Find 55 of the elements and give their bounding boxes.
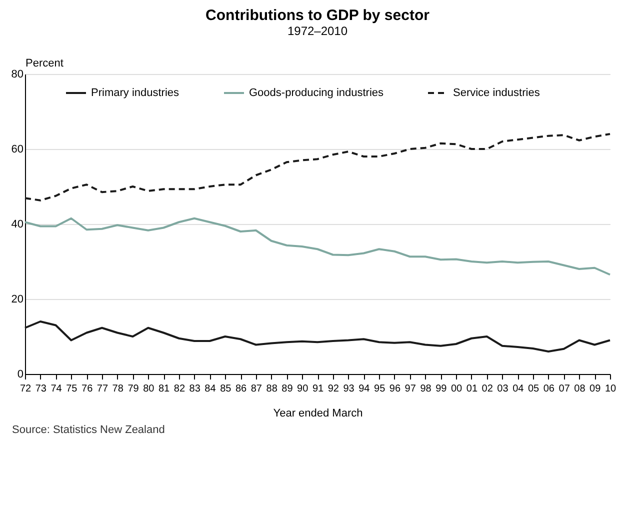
- legend-label: Service industries: [453, 87, 540, 99]
- x-tick-label: 95: [374, 384, 386, 394]
- x-tick-label: 86: [235, 384, 248, 394]
- x-tick-label: 88: [266, 384, 278, 394]
- x-tick-label: 80: [143, 384, 155, 394]
- x-tick-label: 84: [204, 384, 216, 394]
- x-tick-label: 78: [112, 384, 124, 394]
- x-tick-label: 03: [497, 384, 509, 394]
- x-tick-label: 97: [404, 384, 416, 394]
- x-tick-label: 09: [590, 384, 602, 394]
- x-tick-label: 85: [220, 384, 232, 394]
- x-tick-label: 99: [436, 384, 448, 394]
- x-tick-label: 04: [512, 384, 524, 394]
- x-tick-label: 93: [343, 384, 355, 394]
- x-tick-label: 76: [82, 384, 94, 394]
- x-tick-label: 77: [96, 384, 108, 394]
- x-tick-label: 73: [35, 384, 47, 394]
- line-series: [24, 133, 611, 202]
- x-tick-label: 94: [358, 384, 370, 394]
- y-tick-label: 20: [11, 294, 24, 306]
- chart-title: Contributions to GDP by sector: [206, 7, 430, 24]
- source-note: Source: Statistics New Zealand: [12, 424, 166, 436]
- line-series: [24, 320, 611, 352]
- x-tick-label: 92: [328, 384, 340, 394]
- x-axis-title: Year ended March: [273, 408, 363, 420]
- x-tick-label: 83: [189, 384, 201, 394]
- x-tick-label: 91: [312, 384, 324, 394]
- y-tick-label: 60: [11, 144, 24, 156]
- x-tick-label: 79: [128, 384, 140, 394]
- x-tick-label: 00: [450, 384, 463, 394]
- x-tick-label: 75: [66, 384, 78, 394]
- x-tick-label: 90: [297, 384, 309, 394]
- x-tick-label: 98: [420, 384, 432, 394]
- x-tick-label: 87: [250, 384, 262, 394]
- y-tick-label: 80: [11, 68, 24, 80]
- x-tick-label: 01: [466, 384, 478, 394]
- legend-label: Primary industries: [91, 87, 180, 99]
- y-tick-label: 40: [11, 218, 24, 230]
- line-series: [24, 217, 611, 276]
- x-tick-label: 74: [50, 384, 62, 394]
- x-tick-label: 96: [389, 384, 401, 394]
- x-tick-label: 81: [158, 384, 170, 394]
- x-tick-label: 08: [574, 384, 586, 394]
- y-tick-label: 0: [17, 368, 24, 380]
- x-tick-label: 10: [604, 384, 616, 394]
- x-tick-label: 82: [174, 384, 186, 394]
- x-tick-label: 72: [20, 384, 32, 394]
- x-tick-label: 07: [558, 384, 570, 394]
- y-axis-title: Percent: [26, 58, 64, 70]
- x-tick-label: 06: [543, 384, 555, 394]
- x-tick-label: 05: [528, 384, 540, 394]
- chart-subtitle: 1972–2010: [287, 24, 348, 38]
- x-tick-label: 89: [282, 384, 294, 394]
- legend-label: Goods-producing industries: [249, 87, 384, 99]
- x-tick-label: 02: [482, 384, 494, 394]
